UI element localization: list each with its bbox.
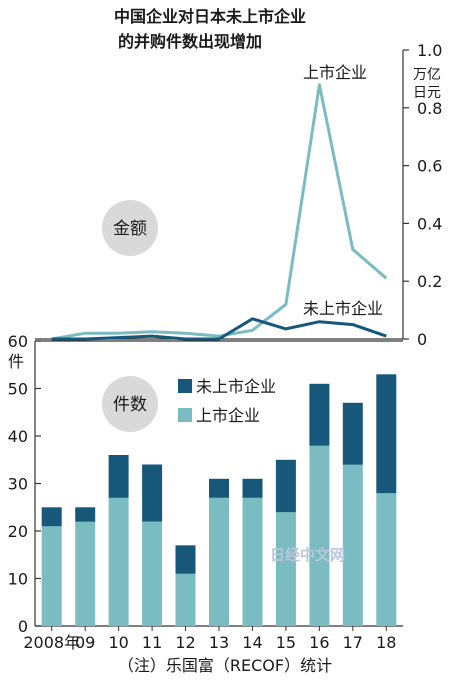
bar-listed <box>275 512 296 626</box>
x-tick-label: 17 <box>343 633 363 652</box>
bar-listed <box>75 521 96 626</box>
x-tick-label: 12 <box>175 633 195 652</box>
line-y-tick-label: 0 <box>417 330 427 349</box>
line-y-tick-label: 1.0 <box>417 41 442 60</box>
line-y-tick-label: 0.4 <box>417 214 442 233</box>
line-series-listed <box>51 83 388 341</box>
bar-unlisted <box>142 464 163 522</box>
bar-y-tick-label: 40 <box>8 427 28 446</box>
x-tick-label: 14 <box>242 633 262 652</box>
line-y-tick-label: 0.8 <box>417 99 442 118</box>
line-y-tick-label: 0.6 <box>417 157 442 176</box>
bar-listed <box>342 464 363 626</box>
bar-unlisted <box>75 507 96 522</box>
source-note: （注）乐国富（RECOF）统计 <box>118 656 332 675</box>
title-line-2: 的并购件数出现增加 <box>118 32 262 51</box>
x-tick-label: 11 <box>142 633 162 652</box>
bar-unlisted <box>275 459 296 513</box>
bar-listed <box>41 526 62 627</box>
bar-unlisted <box>309 383 330 446</box>
bar-y-tick-label: 30 <box>8 475 28 494</box>
bar-y-tick-label: 50 <box>8 380 28 399</box>
bar-y-unit: 件 <box>8 352 24 371</box>
bar-unlisted <box>41 507 62 527</box>
legend-label-unlisted: 未上市企业 <box>196 377 276 396</box>
x-tick-label: 18 <box>376 633 396 652</box>
bar-unlisted <box>242 478 263 498</box>
bar-unlisted <box>342 402 363 465</box>
chart-title: 中国企业对日本未上市企业 的并购件数出现增加 <box>114 7 306 51</box>
line-y-unit: 万亿 <box>413 67 441 83</box>
x-tick-label: 13 <box>209 633 229 652</box>
bar-y-tick-label: 10 <box>8 570 28 589</box>
bar-listed <box>142 521 163 626</box>
x-tick-label: 15 <box>276 633 296 652</box>
legend-label-listed: 上市企业 <box>196 406 260 425</box>
title-line-1: 中国企业对日本未上市企业 <box>114 7 306 26</box>
count-badge <box>102 376 158 432</box>
bar-listed <box>242 497 263 627</box>
legend-swatch-unlisted <box>178 379 192 393</box>
line-series-label-listed: 上市企业 <box>303 63 367 82</box>
legend-swatch-listed <box>178 408 192 422</box>
bar-unlisted <box>108 455 129 498</box>
line-series-unlisted <box>51 317 387 341</box>
x-tick-label: 2008年 <box>23 633 80 652</box>
bar-listed <box>175 573 196 627</box>
bar-y-tick-label: 20 <box>8 522 28 541</box>
bar-y-tick-label: 0 <box>18 617 28 636</box>
bar-listed <box>209 497 229 627</box>
watermark: 日经中文网 <box>270 546 345 564</box>
line-series-label-unlisted: 未上市企业 <box>303 299 383 318</box>
x-tick-label: 09 <box>75 633 95 652</box>
amount-badge-label: 金额 <box>113 219 147 239</box>
bar-unlisted <box>175 545 196 574</box>
bar-listed <box>376 493 397 626</box>
bar-listed <box>108 497 129 627</box>
bar-y-tick-label: 60 <box>8 332 28 351</box>
line-y-tick-label: 0.2 <box>417 272 442 291</box>
x-tick-label: 16 <box>309 633 329 652</box>
count-badge-label: 件数 <box>113 395 147 415</box>
bar-unlisted <box>376 374 397 494</box>
bar-listed <box>309 445 330 626</box>
amount-badge <box>102 200 158 256</box>
bar-unlisted <box>209 478 229 498</box>
line-y-unit: 日元 <box>413 85 441 101</box>
x-tick-label: 10 <box>108 633 128 652</box>
